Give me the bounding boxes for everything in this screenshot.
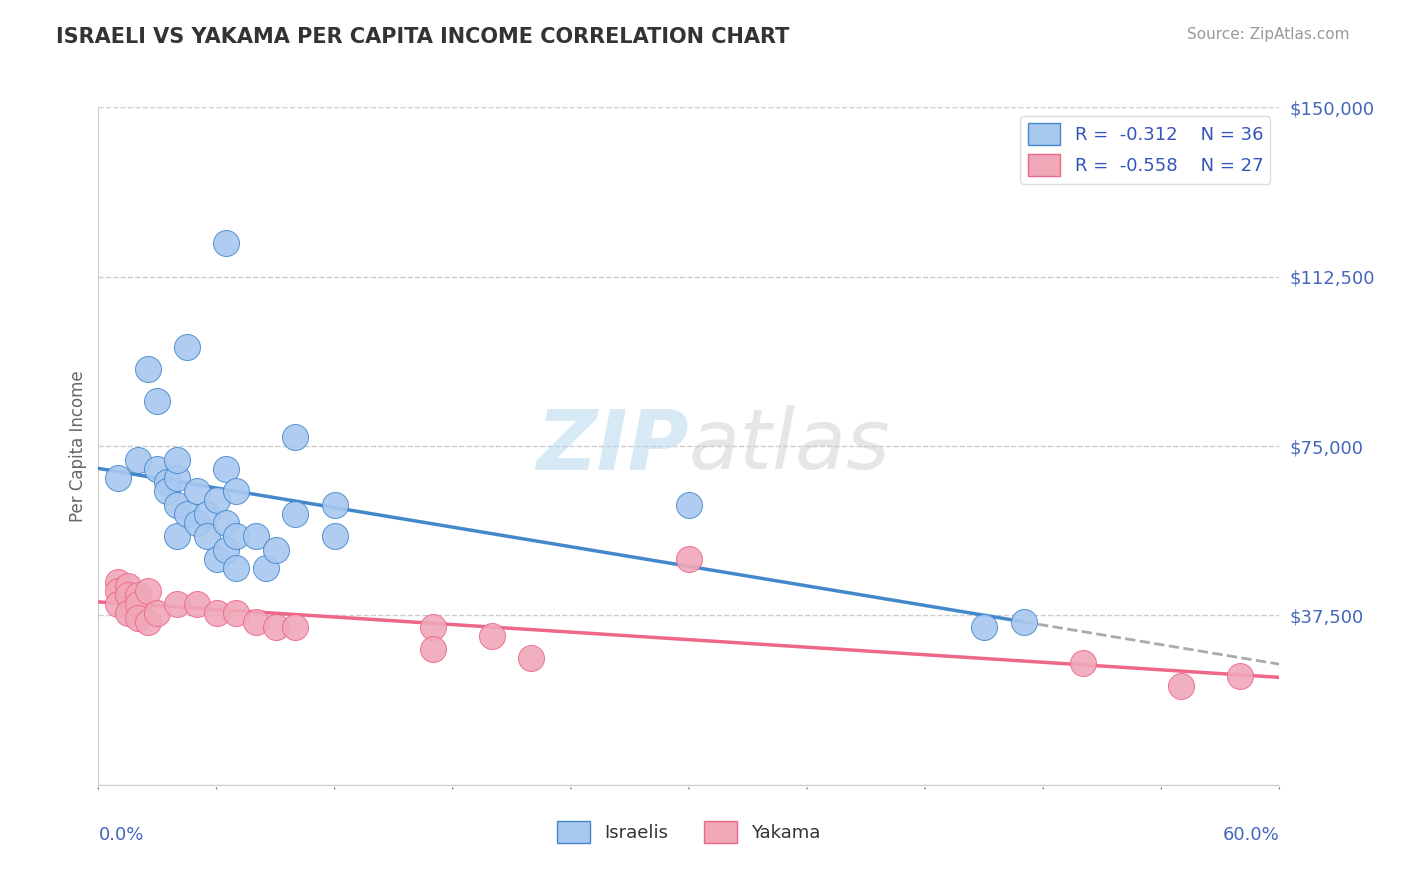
Point — [186, 597, 208, 611]
Point — [186, 516, 208, 530]
Point — [215, 235, 238, 250]
Point — [166, 498, 188, 512]
Point — [146, 393, 169, 408]
Text: 60.0%: 60.0% — [1223, 826, 1279, 844]
Point — [1229, 669, 1251, 683]
Point — [245, 615, 267, 630]
Point — [127, 611, 149, 625]
Text: Source: ZipAtlas.com: Source: ZipAtlas.com — [1187, 27, 1350, 42]
Point — [225, 561, 247, 575]
Point — [166, 452, 188, 467]
Point — [284, 430, 307, 444]
Point — [215, 516, 238, 530]
Point — [323, 498, 346, 512]
Point — [127, 597, 149, 611]
Point — [205, 552, 228, 566]
Point — [1071, 656, 1094, 670]
Text: atlas: atlas — [689, 406, 890, 486]
Point — [117, 579, 139, 593]
Point — [136, 615, 159, 630]
Point — [176, 507, 198, 521]
Point — [225, 484, 247, 499]
Point — [1012, 615, 1035, 630]
Point — [245, 529, 267, 543]
Point — [264, 543, 287, 558]
Point — [156, 484, 179, 499]
Point — [195, 529, 218, 543]
Point — [520, 651, 543, 665]
Point — [136, 583, 159, 598]
Point — [107, 470, 129, 484]
Point — [107, 597, 129, 611]
Text: 0.0%: 0.0% — [98, 826, 143, 844]
Point — [186, 484, 208, 499]
Point — [195, 507, 218, 521]
Point — [225, 529, 247, 543]
Point — [117, 588, 139, 602]
Point — [205, 606, 228, 620]
Point — [107, 574, 129, 589]
Point — [166, 529, 188, 543]
Point — [146, 606, 169, 620]
Point — [166, 470, 188, 484]
Point — [422, 642, 444, 657]
Point — [136, 362, 159, 376]
Point — [127, 588, 149, 602]
Text: ISRAELI VS YAKAMA PER CAPITA INCOME CORRELATION CHART: ISRAELI VS YAKAMA PER CAPITA INCOME CORR… — [56, 27, 790, 46]
Point — [284, 620, 307, 634]
Point — [225, 606, 247, 620]
Point — [215, 543, 238, 558]
Point — [973, 620, 995, 634]
Point — [422, 620, 444, 634]
Point — [117, 606, 139, 620]
Point — [1170, 679, 1192, 693]
Point — [215, 461, 238, 475]
Point — [254, 561, 277, 575]
Point — [323, 529, 346, 543]
Point — [146, 461, 169, 475]
Point — [176, 340, 198, 354]
Text: ZIP: ZIP — [536, 406, 689, 486]
Y-axis label: Per Capita Income: Per Capita Income — [69, 370, 87, 522]
Point — [284, 507, 307, 521]
Point — [166, 597, 188, 611]
Point — [481, 629, 503, 643]
Point — [156, 475, 179, 490]
Point — [107, 583, 129, 598]
Point — [264, 620, 287, 634]
Point — [127, 452, 149, 467]
Point — [205, 493, 228, 508]
Point — [678, 552, 700, 566]
Point — [678, 498, 700, 512]
Legend: Israelis, Yakama: Israelis, Yakama — [550, 814, 828, 850]
